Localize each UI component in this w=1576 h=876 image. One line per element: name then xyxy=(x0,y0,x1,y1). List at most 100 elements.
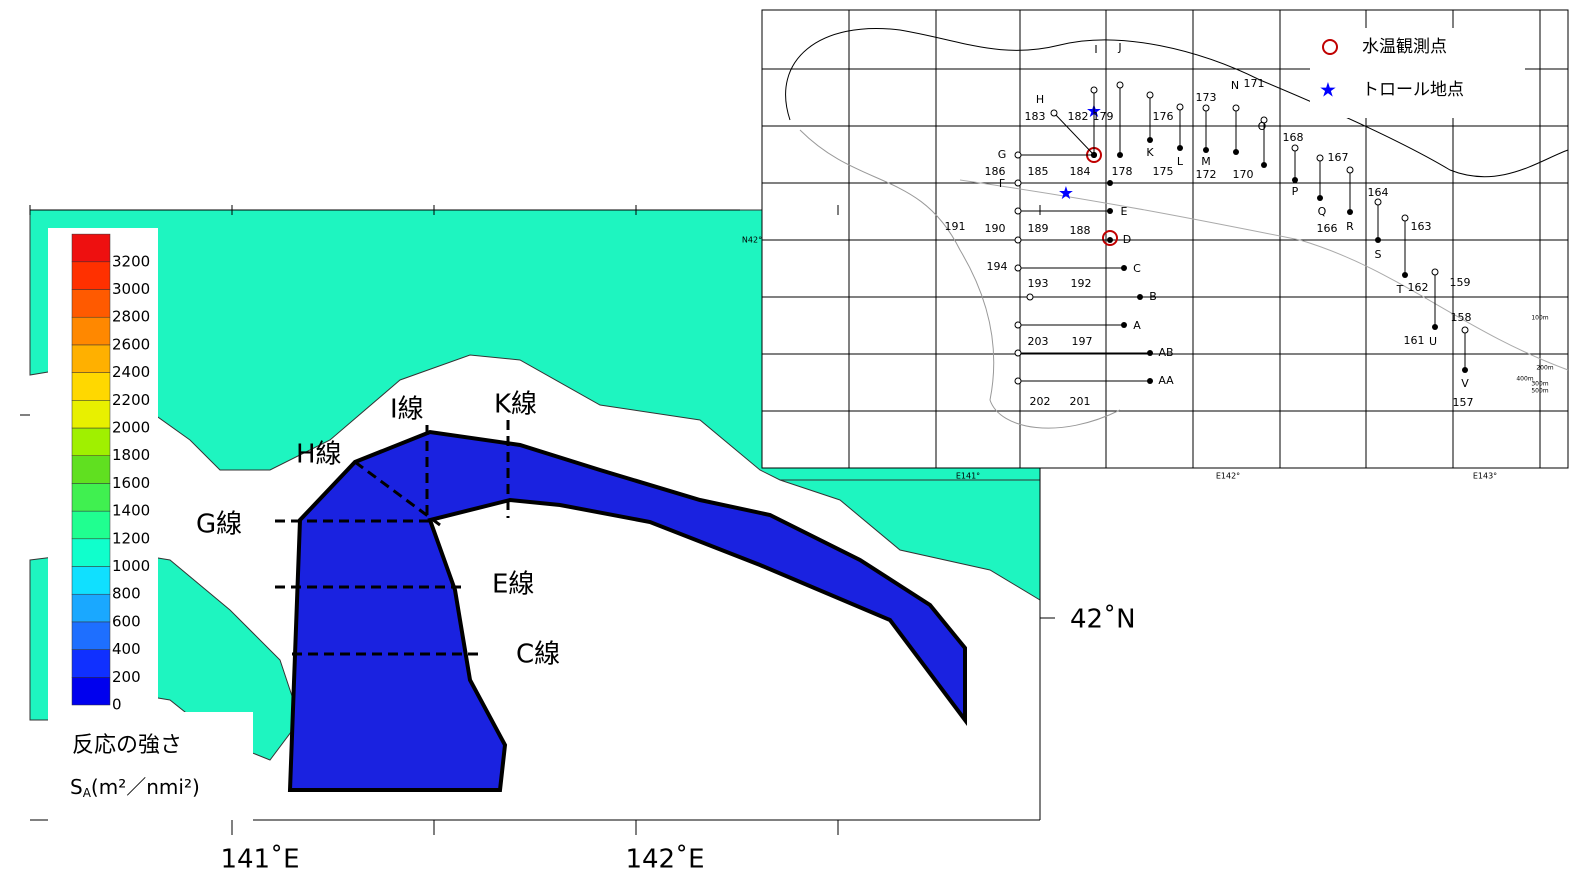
station xyxy=(1014,264,1022,272)
colorbar-segment xyxy=(71,566,111,595)
colorbar-title: 反応の強さ xyxy=(72,733,182,758)
station-number: 163 xyxy=(1411,220,1432,233)
station xyxy=(1014,321,1022,329)
legend-label: トロール地点 xyxy=(1362,80,1464,100)
right-map: ★ 水温観測点 トロール地点 ★ ★ xyxy=(761,9,1569,469)
station xyxy=(1014,207,1022,215)
map-axis-label: E142° xyxy=(1216,472,1240,481)
line-letter: R xyxy=(1346,220,1354,233)
depth-label: 300m xyxy=(1531,381,1548,388)
trawl-point: ★ xyxy=(1058,183,1074,204)
legend-star: ★ xyxy=(1319,78,1337,102)
line-label: E線 xyxy=(492,570,534,600)
colorbar-segment xyxy=(71,538,111,567)
colorbar-unit: SA(m²／nmi²) xyxy=(70,775,200,800)
station xyxy=(1402,272,1408,278)
station xyxy=(1050,109,1058,117)
station xyxy=(1107,237,1113,243)
colorbar-tick-label: 600 xyxy=(112,612,141,630)
line-label: I線 xyxy=(390,395,424,425)
line-letter: V xyxy=(1461,377,1469,390)
line-letter: N xyxy=(1231,79,1239,92)
line-letter: H xyxy=(1036,93,1044,106)
station-number: 164 xyxy=(1368,186,1389,199)
station-number: 157 xyxy=(1453,396,1474,409)
colorbar-tick-label: 0 xyxy=(112,696,122,714)
station xyxy=(1026,293,1034,301)
station xyxy=(1261,162,1267,168)
x-axis-label: 141˚E xyxy=(220,845,299,875)
colorbar-tick-label: 2200 xyxy=(112,391,150,409)
station xyxy=(1107,208,1113,214)
station xyxy=(1137,294,1143,300)
colorbar-tick-label: 1800 xyxy=(112,446,150,464)
colorbar-segment xyxy=(71,427,111,456)
depth-label: 400m xyxy=(1516,376,1533,383)
legend-label: 水温観測点 xyxy=(1362,37,1447,57)
station xyxy=(1232,104,1240,112)
colorbar-caption-bg xyxy=(48,712,253,828)
line-letter: G xyxy=(998,148,1007,161)
station-number: 179 xyxy=(1093,110,1114,123)
station-number: 158 xyxy=(1451,311,1472,324)
colorbar-tick-label: 800 xyxy=(112,585,141,603)
station xyxy=(1107,180,1113,186)
line-letter: P xyxy=(1292,185,1299,198)
line-letter: I xyxy=(1094,43,1097,56)
station-number: 202 xyxy=(1030,395,1051,408)
station-number: 178 xyxy=(1112,165,1133,178)
station xyxy=(1347,209,1353,215)
survey-area xyxy=(287,429,967,792)
unit-s: S xyxy=(70,775,83,799)
colorbar-tick-label: 200 xyxy=(112,668,141,686)
map-axis-label: E143° xyxy=(1473,472,1497,481)
colorbar-tick-label: 400 xyxy=(112,640,141,658)
station-number: 182 xyxy=(1068,110,1089,123)
station-number: 189 xyxy=(1028,222,1049,235)
line-label: G線 xyxy=(196,510,242,540)
line-label: K線 xyxy=(494,390,537,420)
colorbar-segment xyxy=(71,455,111,484)
colorbar-segment xyxy=(71,344,111,373)
x-axis-label: 142˚E xyxy=(625,845,704,875)
line-letter: AB xyxy=(1158,346,1173,359)
station xyxy=(1147,378,1153,384)
colorbar-segment xyxy=(71,233,111,263)
station xyxy=(1462,367,1468,373)
coastline xyxy=(785,28,1569,178)
station xyxy=(1177,145,1183,151)
station xyxy=(1260,116,1268,124)
station-number: 159 xyxy=(1450,276,1471,289)
map-axis-label: E141° xyxy=(956,472,980,481)
station xyxy=(1233,149,1239,155)
line-letter: E xyxy=(1121,205,1128,218)
line-letter: K xyxy=(1146,146,1154,159)
station-number: 175 xyxy=(1153,165,1174,178)
station xyxy=(1014,236,1022,244)
line-letter: F xyxy=(999,177,1005,190)
station xyxy=(1147,137,1153,143)
line-letter: A xyxy=(1133,319,1141,332)
line-letter: AA xyxy=(1158,374,1174,387)
station-number: 168 xyxy=(1283,131,1304,144)
transect-lines xyxy=(275,420,510,656)
colorbar-tick-label: 3000 xyxy=(112,280,150,298)
station xyxy=(1117,152,1123,158)
station xyxy=(1401,214,1409,222)
unit-rest: (m²／nmi²) xyxy=(91,775,200,799)
line-letter: T xyxy=(1396,283,1404,296)
line-letter: D xyxy=(1123,233,1131,246)
transect xyxy=(1053,112,1095,156)
station xyxy=(1431,268,1439,276)
line-letter: Q xyxy=(1318,205,1327,218)
station-number: 192 xyxy=(1071,277,1092,290)
station-number: 201 xyxy=(1070,395,1091,408)
station xyxy=(1203,147,1209,153)
station-number: 162 xyxy=(1408,281,1429,294)
depth-label: 100m xyxy=(1531,315,1548,322)
colorbar-segment xyxy=(71,621,111,650)
station-number: 173 xyxy=(1196,91,1217,104)
colorbar-segment xyxy=(71,677,111,706)
isobath xyxy=(799,129,1121,429)
station xyxy=(1090,86,1098,94)
